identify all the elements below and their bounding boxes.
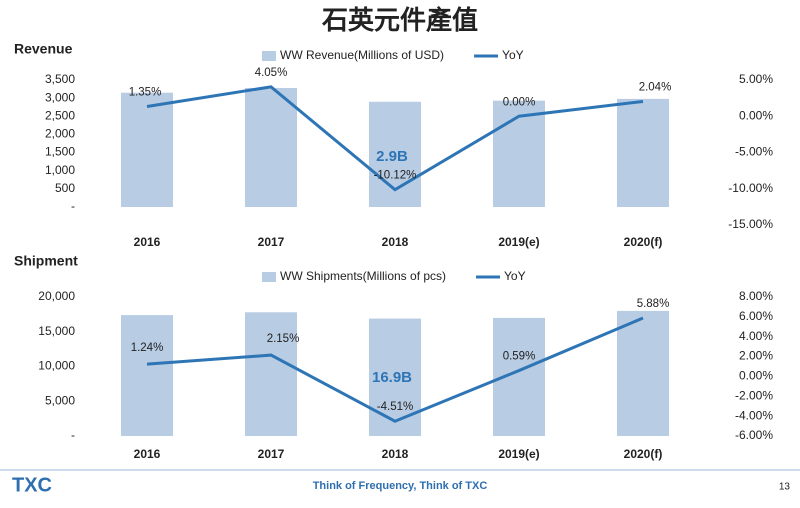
y-tick-label: 500	[55, 181, 75, 195]
x-tick-label: 2016	[134, 235, 161, 249]
y-tick-label: 3,000	[45, 90, 75, 104]
logo: TXC	[12, 474, 52, 496]
y-tick-label: 2,000	[45, 127, 75, 141]
y2-tick-label: -2.00%	[735, 388, 773, 402]
x-tick-label: 2018	[382, 235, 409, 249]
y2-tick-label: -4.00%	[735, 408, 773, 422]
x-tick-label: 2019(e)	[498, 447, 539, 461]
y-tick-label: 5,000	[45, 393, 75, 407]
bar	[617, 98, 669, 207]
bar	[245, 87, 297, 207]
slide-title: 石英元件產值	[321, 5, 478, 35]
y2-tick-label: 2.00%	[739, 349, 773, 363]
legend-label: WW Revenue(Millions of USD)	[280, 48, 444, 62]
data-label: 2.15%	[267, 333, 300, 345]
x-tick-label: 2020(f)	[624, 235, 663, 249]
bar	[121, 92, 173, 207]
y2-tick-label: 5.00%	[739, 72, 773, 86]
footer: Think of Frequency, Think of TXC	[313, 480, 488, 492]
legend-label: WW Shipments(Millions of pcs)	[280, 269, 446, 283]
data-label: 2.04%	[639, 81, 672, 93]
y2-tick-label: 8.00%	[739, 289, 773, 303]
y2-tick-label: -5.00%	[735, 145, 773, 159]
y2-tick-label: 0.00%	[739, 369, 773, 383]
data-label: 0.59%	[503, 351, 536, 363]
y-tick-label: 3,500	[45, 72, 75, 86]
y2-tick-label: -15.00%	[728, 217, 773, 231]
bar	[617, 310, 669, 436]
x-tick-label: 2019(e)	[498, 235, 539, 249]
annotation: 2.9B	[376, 148, 408, 165]
annotation: 16.9B	[372, 369, 412, 386]
y2-tick-label: 4.00%	[739, 329, 773, 343]
legend-swatch	[262, 272, 276, 282]
data-label: 4.05%	[255, 67, 288, 79]
data-label: 1.35%	[129, 86, 162, 98]
chart-title: Revenue	[14, 41, 73, 57]
data-label: 0.00%	[503, 96, 536, 108]
y2-tick-label: -6.00%	[735, 428, 773, 442]
y2-tick-label: 0.00%	[739, 108, 773, 122]
data-label: -4.51%	[377, 401, 413, 413]
legend-label: YoY	[502, 48, 524, 62]
y-tick-label: 15,000	[38, 324, 75, 338]
legend-label: YoY	[504, 269, 526, 283]
y-tick-label: -	[71, 428, 75, 442]
bar	[369, 318, 421, 436]
bar	[245, 312, 297, 436]
data-label: 5.88%	[637, 298, 670, 310]
x-tick-label: 2018	[382, 447, 409, 461]
x-tick-label: 2020(f)	[624, 447, 663, 461]
x-tick-label: 2016	[134, 447, 161, 461]
legend-swatch	[262, 51, 276, 61]
line	[146, 85, 644, 192]
y-tick-label: 1,000	[45, 163, 75, 177]
x-tick-label: 2017	[258, 447, 285, 461]
data-label: -10.12%	[374, 170, 417, 182]
chart-title: Shipment	[14, 253, 78, 269]
page-number: 13	[779, 482, 791, 493]
bar	[121, 315, 173, 436]
y-tick-label: 20,000	[38, 289, 75, 303]
bar	[493, 100, 545, 207]
y-tick-label: 2,500	[45, 108, 75, 122]
y2-tick-label: -10.00%	[728, 181, 773, 195]
y-tick-label: 1,500	[45, 145, 75, 159]
data-label: 1.24%	[131, 342, 164, 354]
y-tick-label: 10,000	[38, 359, 75, 373]
y2-tick-label: 6.00%	[739, 309, 773, 323]
y-tick-label: -	[71, 199, 75, 213]
x-tick-label: 2017	[258, 235, 285, 249]
line	[146, 316, 644, 423]
